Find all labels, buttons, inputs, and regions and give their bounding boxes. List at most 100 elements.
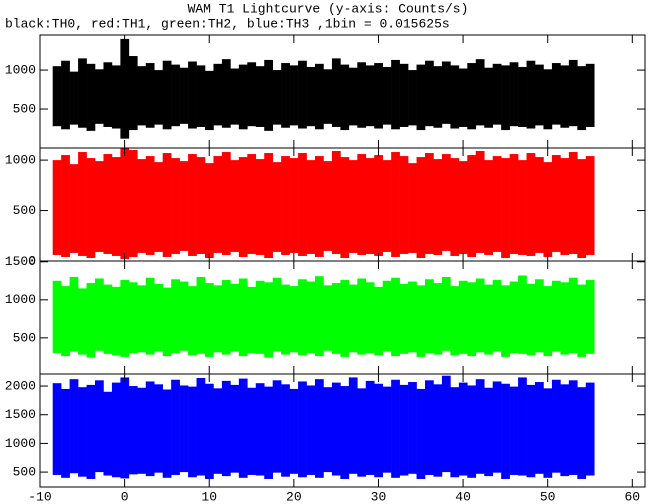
range-bar bbox=[577, 387, 587, 479]
range-bar bbox=[298, 153, 307, 256]
range-bar bbox=[162, 287, 172, 357]
range-bar bbox=[391, 152, 400, 257]
range-bar bbox=[526, 60, 536, 129]
range-bar bbox=[535, 157, 544, 253]
range-bar bbox=[120, 148, 130, 259]
range-bar bbox=[238, 157, 248, 257]
range-bar bbox=[458, 161, 468, 254]
range-bar bbox=[264, 153, 273, 258]
range-bar bbox=[171, 379, 180, 475]
range-bar bbox=[103, 62, 113, 127]
range-bar bbox=[560, 158, 570, 255]
range-bar bbox=[543, 286, 553, 357]
range-bar bbox=[408, 281, 417, 353]
range-bar bbox=[357, 154, 367, 255]
range-bar bbox=[323, 69, 333, 124]
range-bar bbox=[281, 384, 290, 477]
range-bar bbox=[577, 284, 587, 357]
range-bar bbox=[306, 281, 316, 354]
range-bar bbox=[188, 386, 197, 478]
range-bar bbox=[52, 383, 62, 475]
range-bar bbox=[391, 379, 400, 478]
range-bar bbox=[501, 65, 510, 131]
range-bar bbox=[374, 286, 383, 356]
range-bar bbox=[458, 382, 468, 476]
range-bar bbox=[103, 284, 113, 354]
range-bar bbox=[331, 382, 341, 476]
range-bar bbox=[458, 68, 468, 127]
range-bar bbox=[264, 386, 273, 479]
range-bar bbox=[475, 379, 485, 474]
range-bar bbox=[543, 162, 553, 257]
range-bar bbox=[560, 65, 570, 128]
range-bar bbox=[128, 150, 138, 257]
x-tick-label: 40 bbox=[455, 489, 471, 504]
range-bar bbox=[298, 279, 307, 356]
range-bar bbox=[509, 386, 519, 475]
range-bar bbox=[230, 283, 240, 352]
range-bar bbox=[526, 153, 536, 256]
y-tick-label: 500 bbox=[13, 203, 36, 218]
chart-subtitle: black:TH0, red:TH1, green:TH2, blue:TH3 … bbox=[5, 16, 450, 31]
range-bar bbox=[535, 64, 544, 126]
range-bar bbox=[315, 379, 324, 478]
range-bar bbox=[171, 158, 180, 254]
range-bar bbox=[111, 286, 121, 356]
range-bar bbox=[323, 285, 333, 351]
range-bar bbox=[205, 283, 214, 357]
range-bar bbox=[526, 384, 536, 478]
range-bar bbox=[145, 156, 155, 255]
range-bar bbox=[103, 391, 113, 476]
range-bar bbox=[128, 56, 138, 131]
range-bar bbox=[255, 280, 265, 354]
range-bar bbox=[221, 380, 231, 477]
range-bar bbox=[188, 154, 197, 256]
range-bar bbox=[120, 377, 130, 479]
range-bar bbox=[52, 280, 62, 354]
range-bar bbox=[585, 280, 595, 354]
range-bar bbox=[585, 156, 595, 255]
range-bar bbox=[205, 383, 214, 479]
range-bar bbox=[323, 387, 333, 473]
range-bar bbox=[509, 154, 519, 254]
range-bar bbox=[86, 63, 96, 131]
range-bar bbox=[501, 285, 510, 357]
range-bar bbox=[568, 152, 578, 254]
range-bar bbox=[585, 63, 595, 127]
range-bar bbox=[399, 156, 409, 254]
range-bar bbox=[357, 388, 367, 477]
range-bar bbox=[289, 65, 299, 126]
range-bar bbox=[171, 279, 180, 354]
y-tick-label: 1000 bbox=[5, 63, 36, 78]
range-bar bbox=[69, 379, 79, 474]
range-bar bbox=[162, 153, 172, 257]
range-bar bbox=[568, 59, 578, 127]
range-bar bbox=[78, 152, 87, 256]
range-bar bbox=[120, 280, 130, 357]
range-bar bbox=[52, 66, 62, 127]
range-bar bbox=[86, 384, 96, 479]
range-bar bbox=[111, 65, 121, 129]
range-bar bbox=[61, 388, 70, 478]
range-bar bbox=[196, 65, 206, 127]
range-bar bbox=[238, 378, 248, 478]
y-tick-label: 500 bbox=[13, 465, 36, 480]
range-bar bbox=[518, 275, 527, 354]
range-bar bbox=[188, 61, 197, 129]
range-bar bbox=[137, 285, 147, 353]
range-bar bbox=[518, 377, 527, 476]
range-bar bbox=[382, 66, 392, 125]
range-bar bbox=[213, 63, 223, 126]
range-bar bbox=[433, 159, 443, 255]
range-bar bbox=[298, 381, 307, 478]
range-bar bbox=[458, 280, 468, 354]
range-bar bbox=[171, 64, 180, 127]
range-bar bbox=[577, 159, 587, 258]
range-bar bbox=[425, 60, 434, 127]
range-bar bbox=[95, 161, 104, 252]
range-bar bbox=[264, 59, 273, 131]
x-tick-label: 60 bbox=[625, 489, 641, 504]
range-bar bbox=[230, 384, 240, 473]
range-bar bbox=[255, 159, 265, 255]
range-bar bbox=[399, 283, 409, 354]
